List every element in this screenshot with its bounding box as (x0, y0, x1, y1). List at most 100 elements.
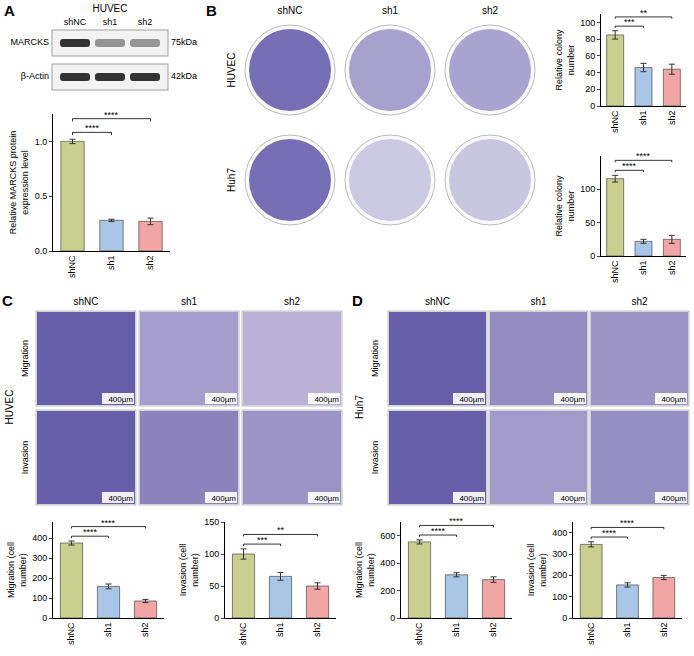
svg-text:****: **** (104, 110, 119, 120)
svg-text:Huh7: Huh7 (354, 395, 365, 419)
svg-text:1.0: 1.0 (35, 137, 48, 147)
svg-text:sh1: sh1 (382, 5, 399, 16)
svg-text:Relative colonynumber: Relative colonynumber (554, 175, 576, 237)
svg-text:***: *** (257, 535, 268, 545)
svg-text:sh1: sh1 (451, 623, 461, 638)
svg-text:HUVEC: HUVEC (4, 389, 15, 424)
svg-text:****: **** (620, 518, 635, 528)
svg-text:sh2: sh2 (312, 623, 322, 638)
svg-text:sh1: sh1 (106, 256, 116, 271)
svg-text:sh1: sh1 (622, 623, 632, 638)
svg-text:400µm: 400µm (211, 494, 236, 503)
svg-text:D: D (352, 292, 363, 309)
svg-text:400µm: 400µm (560, 494, 585, 503)
svg-text:**: ** (277, 525, 285, 535)
svg-text:Relative colonynumber: Relative colonynumber (554, 29, 576, 91)
svg-text:sh2: sh2 (284, 296, 301, 307)
svg-text:0: 0 (42, 613, 47, 623)
svg-text:Relative MARCKS proteinexpress: Relative MARCKS proteinexpression level (8, 131, 30, 235)
svg-text:sh1: sh1 (530, 296, 547, 307)
svg-text:shNC: shNC (67, 255, 77, 278)
svg-text:100: 100 (552, 592, 567, 602)
svg-text:shNC: shNC (277, 5, 302, 16)
svg-text:****: **** (622, 161, 637, 171)
svg-text:100: 100 (580, 18, 595, 28)
svg-text:400: 400 (380, 558, 395, 568)
svg-text:****: **** (85, 123, 100, 133)
svg-text:0: 0 (590, 101, 595, 111)
svg-text:Invasion (cellnumber): Invasion (cellnumber) (178, 544, 200, 597)
svg-text:60: 60 (585, 51, 595, 61)
svg-text:400: 400 (552, 528, 567, 538)
svg-text:400: 400 (32, 533, 47, 543)
svg-text:200: 200 (380, 586, 395, 596)
svg-text:Invasion: Invasion (370, 441, 380, 475)
svg-text:0: 0 (590, 251, 595, 261)
svg-text:sh2: sh2 (631, 296, 648, 307)
svg-text:50: 50 (209, 581, 219, 591)
svg-text:400µm: 400µm (211, 395, 236, 404)
svg-text:****: **** (602, 528, 617, 538)
svg-text:****: **** (449, 516, 464, 526)
svg-text:Invasion: Invasion (20, 441, 30, 475)
svg-text:400µm: 400µm (108, 494, 133, 503)
svg-text:400µm: 400µm (459, 494, 484, 503)
svg-text:A: A (4, 2, 15, 19)
svg-text:sh2: sh2 (488, 623, 498, 638)
svg-text:shNC: shNC (73, 296, 98, 307)
svg-text:Migration (cellnumber): Migration (cellnumber) (354, 542, 376, 598)
svg-text:300: 300 (552, 549, 567, 559)
svg-text:100: 100 (32, 593, 47, 603)
svg-text:0.5: 0.5 (35, 191, 48, 201)
svg-text:sh1: sh1 (103, 623, 113, 638)
svg-text:Invasion (cellnumber): Invasion (cellnumber) (526, 544, 548, 597)
svg-text:sh1: sh1 (275, 623, 285, 638)
svg-text:shNC: shNC (238, 622, 248, 645)
svg-text:400µm: 400µm (560, 395, 585, 404)
svg-text:300: 300 (32, 553, 47, 563)
svg-text:sh2: sh2 (138, 17, 153, 27)
svg-text:shNC: shNC (66, 622, 76, 645)
svg-text:sh2: sh2 (667, 261, 677, 276)
svg-text:shNC: shNC (610, 110, 620, 133)
svg-text:400µm: 400µm (661, 395, 686, 404)
svg-text:100: 100 (204, 549, 219, 559)
svg-text:shNC: shNC (414, 622, 424, 645)
svg-text:MARCKS: MARCKS (10, 37, 49, 47)
svg-text:Huh7: Huh7 (226, 168, 237, 192)
svg-text:C: C (2, 292, 13, 309)
svg-text:shNC: shNC (586, 622, 596, 645)
svg-text:****: **** (101, 518, 116, 528)
svg-text:sh2: sh2 (659, 623, 669, 638)
svg-text:0: 0 (390, 613, 395, 623)
svg-text:sh1: sh1 (638, 111, 648, 126)
svg-text:****: **** (636, 151, 651, 161)
svg-text:50: 50 (585, 218, 595, 228)
svg-text:400µm: 400µm (108, 395, 133, 404)
svg-text:0: 0 (214, 613, 219, 623)
svg-text:***: *** (624, 17, 635, 27)
svg-text:40: 40 (585, 68, 595, 78)
svg-text:sh2: sh2 (145, 256, 155, 271)
svg-text:400µm: 400µm (661, 494, 686, 503)
svg-text:HUVEC: HUVEC (92, 3, 127, 14)
svg-text:HUVEC: HUVEC (226, 52, 237, 87)
svg-text:400µm: 400µm (314, 395, 339, 404)
svg-text:80: 80 (585, 34, 595, 44)
svg-text:sh2: sh2 (667, 111, 677, 126)
svg-text:42kDa: 42kDa (171, 71, 197, 81)
svg-text:75kDa: 75kDa (171, 37, 197, 47)
svg-text:0: 0 (562, 613, 567, 623)
svg-text:Migration: Migration (370, 340, 380, 377)
svg-text:B: B (206, 2, 217, 19)
svg-text:20: 20 (585, 84, 595, 94)
svg-text:shNC: shNC (425, 296, 450, 307)
svg-text:100: 100 (580, 184, 595, 194)
svg-text:200: 200 (552, 570, 567, 580)
svg-text:200: 200 (32, 573, 47, 583)
svg-text:****: **** (83, 527, 98, 537)
svg-text:Migration (cellnumber): Migration (cellnumber) (6, 542, 28, 598)
svg-text:shNC: shNC (64, 17, 87, 27)
svg-text:β-Actin: β-Actin (21, 71, 49, 81)
svg-text:sh2: sh2 (482, 5, 499, 16)
